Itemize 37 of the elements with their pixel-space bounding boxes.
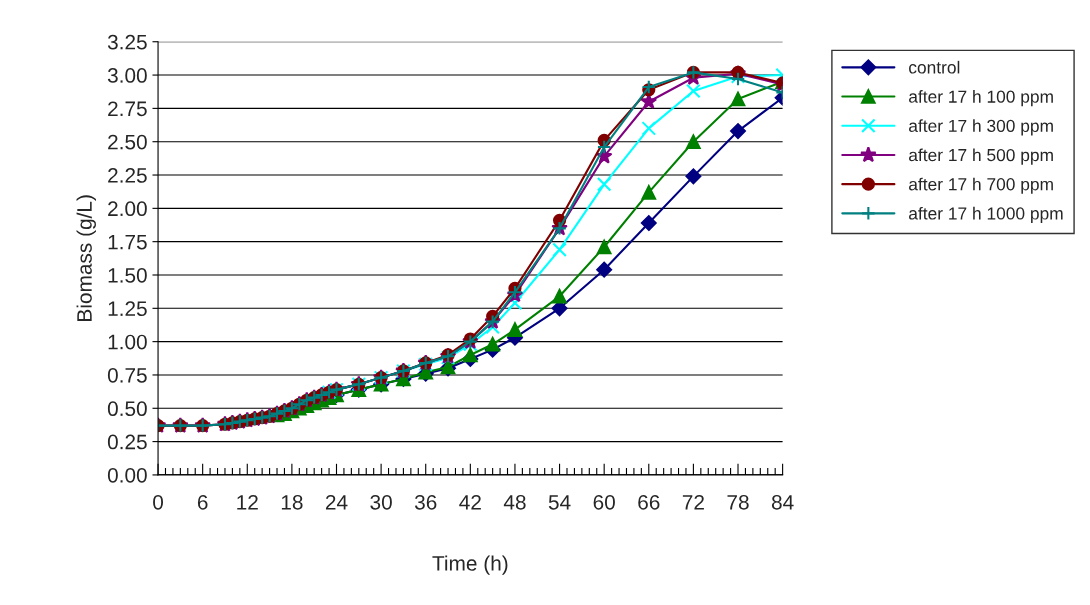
y-tick-label: 2.00 [108,201,147,217]
x-tick-label: 36 [414,494,437,510]
y-tick-label: 1.00 [108,334,147,350]
y-tick-label: 2.75 [108,101,147,117]
x-tick-label: 6 [197,494,208,510]
y-tick-label: 2.50 [108,134,147,150]
legend-label: control [909,60,960,74]
legend-label: after 17 h 700 ppm [909,177,1053,194]
x-tick-label: 48 [503,494,526,510]
x-tick-label: 42 [459,494,481,510]
y-axis-title: Biomass (g/L) [76,195,96,321]
x-tick-label: 78 [727,494,749,510]
y-tick-label: 0.75 [107,367,147,383]
legend-label: after 17 h 1000 ppm [909,206,1063,224]
x-tick-label: 12 [237,494,258,510]
y-tick-label: 0.50 [107,401,147,417]
x-tick-label: 72 [682,494,704,510]
x-tick-label: 18 [281,494,303,510]
y-tick-label: 1.75 [108,234,147,250]
legend-label: after 17 h 100 ppm [909,90,1053,107]
x-tick-label: 24 [325,494,348,510]
y-tick-label: 2.25 [108,168,147,183]
y-tick-label: 3.25 [107,34,147,50]
y-tick-label: 0.00 [107,467,147,483]
legend-label: after 17 h 300 ppm [909,119,1053,136]
y-tick-label: 1.25 [108,301,147,317]
x-tick-label: 54 [548,495,571,510]
x-tick-label: 66 [638,494,660,510]
y-tick-label: 0.25 [107,434,147,450]
x-axis-title: Time (h) [432,555,508,575]
x-tick-label: 84 [771,494,794,510]
y-tick-label: 1.50 [108,268,147,283]
legend-label: after 17 h 500 ppm [909,148,1053,165]
x-tick-label: 60 [593,494,615,510]
y-tick-label: 3.00 [107,68,147,83]
x-tick-label: 30 [370,494,392,510]
x-tick-label: 0 [153,494,164,510]
